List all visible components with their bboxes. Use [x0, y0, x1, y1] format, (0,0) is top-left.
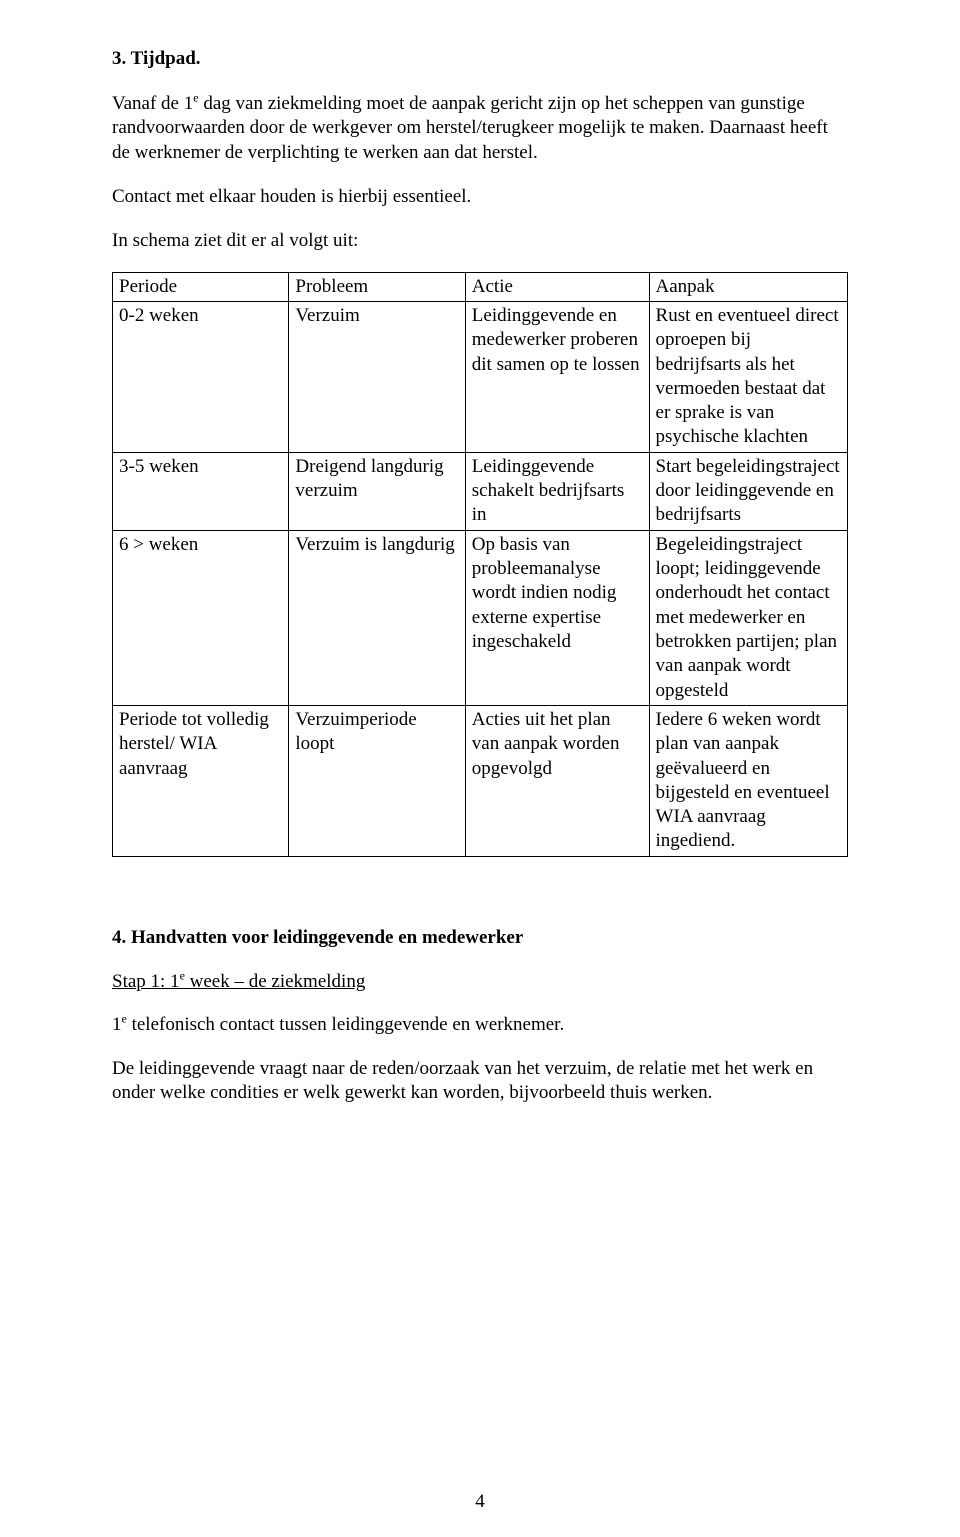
table-row: Periode tot volledig herstel/ WIA aanvra… — [113, 705, 848, 856]
cell-probleem: Verzuim — [289, 301, 465, 452]
section-3-heading: 3. Tijdpad. — [112, 48, 848, 70]
step-post: week – de ziekmelding — [185, 971, 365, 992]
cell-periode: Periode tot volledig herstel/ WIA aanvra… — [113, 705, 289, 856]
section-3-para-3: In schema ziet dit er al volgt uit: — [112, 229, 848, 253]
cell-probleem: Dreigend langdurig verzuim — [289, 452, 465, 530]
cell-periode: 3-5 weken — [113, 452, 289, 530]
step-1-line: Stap 1: 1e week – de ziekmelding — [112, 971, 848, 993]
th-actie: Actie — [465, 272, 649, 301]
cell-probleem: Verzuimperiode loopt — [289, 705, 465, 856]
document-page: 3. Tijdpad. Vanaf de 1e dag van ziekmeld… — [0, 0, 960, 1537]
cell-aanpak: Start begeleidingstraject door leidingge… — [649, 452, 847, 530]
page-number: 4 — [0, 1491, 960, 1513]
cell-aanpak: Rust en eventueel direct oproepen bij be… — [649, 301, 847, 452]
cell-actie: Acties uit het plan van aanpak worden op… — [465, 705, 649, 856]
cell-aanpak: Iedere 6 weken wordt plan van aanpak geë… — [649, 705, 847, 856]
table-row: 6 > weken Verzuim is langdurig Op basis … — [113, 530, 848, 705]
cell-actie: Leidinggevende en medewerker proberen di… — [465, 301, 649, 452]
section-4-heading: 4. Handvatten voor leidinggevende en med… — [112, 927, 848, 949]
cell-probleem: Verzuim is langdurig — [289, 530, 465, 705]
cell-periode: 6 > weken — [113, 530, 289, 705]
section-3-para-2: Contact met elkaar houden is hierbij ess… — [112, 185, 848, 209]
th-aanpak: Aanpak — [649, 272, 847, 301]
th-periode: Periode — [113, 272, 289, 301]
tijdpad-table: Periode Probleem Actie Aanpak 0-2 weken … — [112, 272, 848, 857]
table-header-row: Periode Probleem Actie Aanpak — [113, 272, 848, 301]
para1-post: dag van ziekmelding moet de aanpak geric… — [112, 93, 828, 163]
line2-pre: 1 — [112, 1014, 122, 1035]
section-4-para: De leidinggevende vraagt naar de reden/o… — [112, 1057, 848, 1106]
step-pre: Stap 1: 1 — [112, 971, 180, 992]
section-3-para-1: Vanaf de 1e dag van ziekmelding moet de … — [112, 92, 848, 165]
section-4-line-2: 1e telefonisch contact tussen leidinggev… — [112, 1013, 848, 1037]
th-probleem: Probleem — [289, 272, 465, 301]
cell-aanpak: Begeleidingstraject loopt; leidinggevend… — [649, 530, 847, 705]
cell-actie: Leidinggevende schakelt bedrijfsarts in — [465, 452, 649, 530]
para1-pre: Vanaf de 1 — [112, 93, 193, 114]
table-row: 0-2 weken Verzuim Leidinggevende en mede… — [113, 301, 848, 452]
line2-post: telefonisch contact tussen leidinggevend… — [127, 1014, 564, 1035]
table-row: 3-5 weken Dreigend langdurig verzuim Lei… — [113, 452, 848, 530]
cell-actie: Op basis van probleemanalyse wordt indie… — [465, 530, 649, 705]
cell-periode: 0-2 weken — [113, 301, 289, 452]
